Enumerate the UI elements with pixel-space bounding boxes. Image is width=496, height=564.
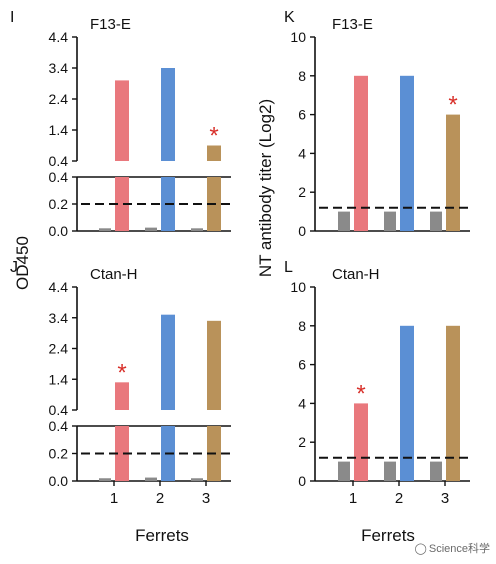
y-tick-label: 0.4 xyxy=(49,153,69,169)
y-tick-label: 0.2 xyxy=(49,446,69,462)
right-y-axis-label: NT antibody titer (Log2) xyxy=(256,99,275,277)
ferret-bar-upper xyxy=(207,320,221,410)
left-y-axis-label: OD450 xyxy=(13,236,32,290)
panels-group: I F13-E4.43.42.41.40.40.40.20.0*K F13-E108… xyxy=(10,9,470,507)
panel-k: K F13-E 10 8 6 4 2 0 * xyxy=(284,9,470,239)
panel-j: J Ctan-H 4.4 3.4 2.4 1.4 0.40.4 0.2 0.0 * 1 2 3 xyxy=(10,259,231,507)
y-tick-label: 2.4 xyxy=(49,91,69,107)
ferret-bar xyxy=(354,75,368,231)
y-tick-label: 10 xyxy=(290,29,306,45)
y-tick-label: 2 xyxy=(298,184,306,200)
significance-asterisk: * xyxy=(356,380,365,407)
y-tick-label: 1.4 xyxy=(49,122,69,138)
control-bar xyxy=(338,211,350,231)
y-tick-label: 0.4 xyxy=(49,169,69,185)
y-tick-label: 2 xyxy=(298,434,306,450)
ferret-bar-upper xyxy=(207,145,221,161)
y-tick-label: 3.4 xyxy=(49,60,69,76)
panel-title: F13-E xyxy=(90,16,131,33)
x-tick-label: 2 xyxy=(395,490,403,507)
y-tick-label: 1.4 xyxy=(49,371,69,387)
panel-title: Ctan-H xyxy=(332,266,380,283)
control-bar xyxy=(430,211,442,231)
y-tick-label: 2.4 xyxy=(49,341,69,357)
x-tick-label: 2 xyxy=(156,490,164,507)
control-bar xyxy=(384,461,396,481)
control-bar xyxy=(191,478,203,481)
ferret-bar-lower xyxy=(115,426,129,481)
y-tick-label: 4.4 xyxy=(49,279,69,295)
y-tick-label: 6 xyxy=(298,107,306,123)
ferret-bar xyxy=(400,75,414,231)
x-tick-label: 3 xyxy=(202,490,210,507)
ferret-bar-upper xyxy=(161,68,175,161)
y-tick-label: 0 xyxy=(298,223,306,239)
panel-letter: K xyxy=(284,9,295,26)
significance-asterisk: * xyxy=(117,359,126,386)
control-bar xyxy=(145,227,157,231)
ferret-bar-upper xyxy=(161,314,175,410)
y-tick-label: 4 xyxy=(298,145,306,161)
ferret-bar-upper xyxy=(115,80,129,161)
ferret-bar-upper xyxy=(115,382,129,410)
y-tick-label: 0.0 xyxy=(49,473,69,489)
x-tick-label: 1 xyxy=(110,490,118,507)
significance-asterisk: * xyxy=(209,123,218,150)
ferret-bar xyxy=(446,114,460,231)
right-x-axis-label: Ferrets xyxy=(361,526,415,545)
y-tick-label: 4.4 xyxy=(49,29,69,45)
x-tick-label: 3 xyxy=(441,490,449,507)
panel-i: I F13-E 4.4 3.4 2.4 1.4 0.40.4 0.2 0.0 * xyxy=(10,9,231,239)
wechat-icon: ◯ xyxy=(414,543,427,555)
x-tick-label: 1 xyxy=(349,490,357,507)
y-tick-label: 0.0 xyxy=(49,223,69,239)
ferret-bar-lower xyxy=(115,177,129,231)
ferret-bar xyxy=(354,403,368,481)
ferret-bar xyxy=(400,325,414,481)
control-bar xyxy=(99,228,111,231)
control-bar xyxy=(430,461,442,481)
significance-asterisk: * xyxy=(448,92,457,119)
y-tick-label: 0.2 xyxy=(49,196,69,212)
control-bar xyxy=(191,228,203,231)
watermark-text: Science科学 xyxy=(428,543,490,555)
control-bar xyxy=(99,478,111,481)
y-tick-label: 0 xyxy=(298,473,306,489)
panel-letter: L xyxy=(284,259,293,276)
y-tick-label: 8 xyxy=(298,68,306,84)
y-tick-label: 0.4 xyxy=(49,418,69,434)
watermark: ◯ Science科学 xyxy=(415,540,490,556)
control-bar xyxy=(145,477,157,481)
y-tick-label: 8 xyxy=(298,318,306,334)
y-tick-label: 4 xyxy=(298,395,306,411)
y-tick-label: 10 xyxy=(290,279,306,295)
y-tick-label: 3.4 xyxy=(49,310,69,326)
left-x-axis-label: Ferrets xyxy=(135,526,189,545)
panel-letter: J xyxy=(10,259,18,276)
y-tick-label: 6 xyxy=(298,357,306,373)
control-bar xyxy=(338,461,350,481)
panel-title: F13-E xyxy=(332,16,373,33)
control-bar xyxy=(384,211,396,231)
panel-title: Ctan-H xyxy=(90,266,138,283)
panel-l: L Ctan-H 10 8 6 4 2 0 * 1 2 3 xyxy=(284,259,470,507)
y-tick-label: 0.4 xyxy=(49,402,69,418)
panel-letter: I xyxy=(10,9,14,26)
ferret-bar xyxy=(446,325,460,481)
